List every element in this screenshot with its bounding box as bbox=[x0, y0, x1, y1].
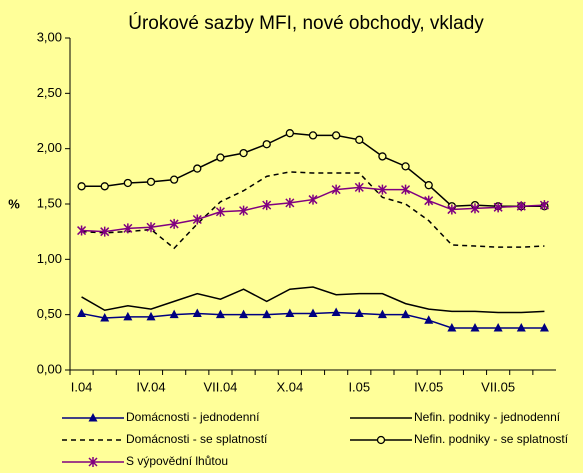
point bbox=[447, 204, 457, 215]
point bbox=[354, 182, 364, 193]
point bbox=[146, 222, 156, 233]
y-tick-label: 1,50 bbox=[37, 195, 62, 210]
point bbox=[123, 311, 133, 321]
legend-label: Nefin. podniky - se splatností bbox=[414, 432, 569, 446]
series-line bbox=[81, 171, 545, 250]
point bbox=[77, 308, 87, 318]
point bbox=[123, 178, 133, 188]
point bbox=[470, 322, 480, 332]
point bbox=[493, 322, 503, 332]
point bbox=[262, 309, 272, 319]
point bbox=[377, 309, 387, 319]
point bbox=[285, 308, 295, 318]
point bbox=[308, 308, 318, 318]
point bbox=[88, 457, 98, 467]
point bbox=[376, 435, 386, 445]
point bbox=[100, 226, 110, 237]
point bbox=[88, 413, 98, 422]
point bbox=[424, 315, 434, 324]
y-axis-label: % bbox=[8, 196, 20, 211]
point bbox=[77, 225, 87, 236]
legend-label: Nefin. podniky - jednodenní bbox=[414, 410, 561, 424]
point bbox=[285, 197, 295, 208]
point bbox=[493, 202, 503, 213]
chart-title: Úrokové sazby MFI, nové obchody, vklady bbox=[128, 12, 484, 34]
x-tick-label: IV.04 bbox=[136, 379, 165, 394]
point bbox=[216, 153, 225, 162]
y-tick-label: 1,00 bbox=[37, 251, 62, 266]
point bbox=[169, 218, 179, 229]
legend-label: Domácnosti - se splatností bbox=[126, 432, 268, 446]
y-tick-label: 3,00 bbox=[37, 29, 62, 44]
point bbox=[77, 182, 86, 191]
x-tick-label: VII.05 bbox=[481, 379, 515, 394]
point bbox=[424, 181, 433, 190]
point bbox=[169, 175, 179, 184]
point bbox=[192, 214, 202, 225]
point bbox=[377, 184, 387, 195]
point bbox=[447, 322, 457, 332]
point bbox=[262, 140, 271, 149]
point bbox=[516, 201, 526, 212]
point bbox=[539, 200, 549, 211]
point bbox=[239, 148, 248, 158]
y-tick-label: 0,50 bbox=[37, 306, 62, 321]
legend-label: S výpovědní lhůtou bbox=[126, 454, 228, 468]
point bbox=[215, 206, 225, 217]
point bbox=[146, 177, 156, 187]
point bbox=[355, 135, 364, 144]
point bbox=[285, 129, 295, 138]
y-tick-label: 2,50 bbox=[37, 85, 62, 100]
y-tick-label: 0,00 bbox=[37, 361, 62, 376]
point bbox=[100, 182, 109, 191]
point bbox=[169, 309, 179, 319]
point bbox=[470, 203, 480, 214]
point bbox=[193, 164, 202, 173]
point bbox=[100, 312, 110, 322]
point bbox=[192, 308, 202, 318]
y-tick-label: 2,00 bbox=[37, 140, 62, 155]
point bbox=[539, 322, 549, 332]
point bbox=[239, 205, 249, 216]
point bbox=[378, 152, 387, 161]
x-tick-label: X.04 bbox=[276, 379, 303, 394]
point bbox=[262, 200, 272, 211]
x-tick-label: VII.04 bbox=[203, 379, 237, 394]
point bbox=[424, 195, 434, 206]
point bbox=[308, 194, 318, 205]
point bbox=[331, 307, 341, 316]
point bbox=[401, 184, 411, 195]
x-tick-label: I.05 bbox=[348, 379, 370, 394]
point bbox=[516, 322, 526, 332]
point bbox=[354, 308, 364, 318]
point bbox=[401, 162, 410, 171]
point bbox=[331, 131, 341, 140]
legend-label: Domácnosti - jednodenní bbox=[126, 410, 260, 424]
x-tick-label: I.04 bbox=[71, 379, 93, 394]
point bbox=[239, 309, 249, 319]
point bbox=[146, 311, 156, 321]
x-tick-label: IV.05 bbox=[414, 379, 443, 394]
point bbox=[123, 223, 133, 234]
point bbox=[215, 309, 225, 319]
point bbox=[308, 131, 318, 140]
point bbox=[401, 309, 411, 319]
point bbox=[331, 184, 341, 195]
series-line bbox=[81, 286, 545, 314]
